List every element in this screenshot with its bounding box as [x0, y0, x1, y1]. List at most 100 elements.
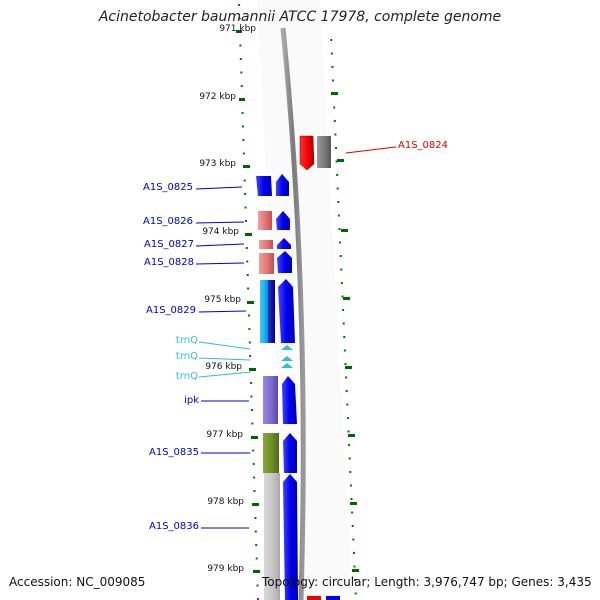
- ruler-dot: [348, 457, 351, 460]
- gene-lane: [257, 0, 352, 600]
- ruler-dot: [345, 390, 348, 392]
- ruler-dot: [330, 52, 333, 55]
- gene-fwd-3: [277, 238, 291, 249]
- ruler-dot: [249, 355, 252, 357]
- gene-a1s0825-block: [256, 176, 272, 196]
- ruler-dot: [349, 471, 352, 473]
- ruler-dot: [346, 403, 349, 406]
- gene-label-ipk[interactable]: ipk: [184, 395, 199, 406]
- tick-label-975: 975 kbp: [204, 295, 241, 305]
- ruler-dot: [336, 174, 339, 176]
- ruler-dot: [247, 287, 250, 290]
- ruler-dot: [340, 282, 343, 284]
- tick-label-971: 971 kbp: [219, 24, 256, 34]
- gene-ipk-block: [263, 376, 278, 424]
- ruler-dot: [334, 133, 337, 136]
- ruler-dot: [333, 106, 336, 109]
- ruler-dot: [248, 328, 251, 330]
- tick-label-972: 972 kbp: [199, 92, 236, 102]
- ruler-dot: [239, 58, 242, 60]
- gene-fwd-8: [283, 474, 298, 600]
- ruler-dot: [248, 314, 250, 317]
- ruler-dot: [339, 255, 342, 257]
- ruler-dot: [252, 449, 255, 452]
- ruler-dot: [245, 247, 248, 249]
- ruler-dot: [246, 260, 249, 263]
- gene-label-trnq-2[interactable]: trnQ: [175, 351, 198, 362]
- ruler-dot: [352, 552, 355, 554]
- gene-a1s0836-block: [264, 473, 280, 600]
- ruler-dot: [241, 112, 244, 114]
- gene-gray-block: [317, 136, 331, 168]
- ruler-dot: [253, 490, 256, 492]
- tick-label-973: 973 kbp: [199, 159, 236, 169]
- gene-fwd-2: [276, 211, 290, 230]
- ruler-dot: [348, 444, 351, 446]
- ruler-dot: [351, 511, 354, 514]
- ruler-dot: [337, 201, 340, 203]
- gene-label-a1s0826[interactable]: A1S_0826: [143, 216, 193, 227]
- ruler-dot: [243, 179, 246, 182]
- gene-fwd-5: [278, 279, 295, 343]
- gene-label-a1s0828[interactable]: A1S_0828: [144, 257, 194, 268]
- ruler-dot: [352, 538, 355, 541]
- ruler-dot: [333, 120, 336, 122]
- tick-label-979: 979 kbp: [207, 564, 244, 574]
- gene-a1s0828-block: [259, 253, 274, 274]
- tick-label-976: 976 kbp: [205, 362, 242, 372]
- gene-label-a1s0827[interactable]: A1S_0827: [144, 239, 194, 250]
- gene-a1s0827-block: [259, 240, 273, 249]
- ruler-dot: [354, 579, 357, 581]
- trna-marker-3: [281, 363, 293, 368]
- ruler-dot: [251, 422, 254, 425]
- ruler-dot: [330, 39, 333, 41]
- gene-label-a1s0836[interactable]: A1S_0836: [149, 521, 199, 532]
- gene-a1s0826-block: [258, 211, 272, 230]
- ruler-dot: [351, 525, 354, 527]
- ruler-dot: [342, 322, 345, 325]
- reverse-strand-genes: [256, 135, 331, 600]
- gene-label-a1s0835[interactable]: A1S_0835: [149, 447, 199, 458]
- ruler-dot: [253, 476, 256, 479]
- ruler-dot: [250, 395, 253, 398]
- ruler-dot: [246, 274, 249, 276]
- gene-label-trnq-3[interactable]: trnQ: [175, 371, 198, 382]
- gene-label-a1s0825[interactable]: A1S_0825: [143, 182, 193, 193]
- forward-strand-genes: [276, 174, 340, 600]
- gene-a1s0835-block: [263, 433, 279, 473]
- ruler-dot: [244, 206, 247, 209]
- gene-a1s0829-navy: [268, 280, 275, 343]
- ruler-dot: [332, 79, 334, 82]
- ruler-dot: [245, 220, 247, 222]
- accession-text: Accession: NC_009085: [9, 575, 146, 589]
- ruler-dot: [240, 85, 243, 87]
- ruler-dot: [338, 228, 341, 230]
- tick-label-977: 977 kbp: [206, 430, 243, 440]
- ruler-dot: [336, 187, 339, 190]
- ruler-dot: [251, 409, 253, 411]
- ruler-dot: [341, 295, 344, 298]
- ruler-dot: [340, 268, 343, 271]
- trna-markers: [281, 345, 293, 368]
- ruler-dot: [343, 336, 346, 338]
- ruler-dot: [345, 376, 348, 379]
- gene-label-a1s0824[interactable]: A1S_0824: [398, 140, 448, 151]
- gene-label-a1s0829[interactable]: A1S_0829: [146, 305, 196, 316]
- trna-marker-1: [281, 345, 293, 350]
- gene-fwd-1: [276, 174, 289, 196]
- tick-label-974: 974 kbp: [202, 227, 239, 237]
- gene-next-blue: [326, 596, 340, 600]
- ruler-dot: [349, 484, 352, 487]
- ruler-dot: [346, 417, 349, 419]
- tick-label-978: 978 kbp: [207, 497, 244, 507]
- ruler-dot: [354, 592, 357, 595]
- ruler-dot: [254, 530, 257, 533]
- ruler-dot: [238, 4, 241, 6]
- gene-fwd-7: [283, 433, 297, 473]
- gene-label-trnq-1[interactable]: trnQ: [175, 335, 198, 346]
- ruler-dot: [353, 565, 356, 568]
- ruler-dot: [244, 193, 247, 195]
- genome-backbone: [280, 27, 306, 600]
- ruler-dot: [242, 152, 245, 155]
